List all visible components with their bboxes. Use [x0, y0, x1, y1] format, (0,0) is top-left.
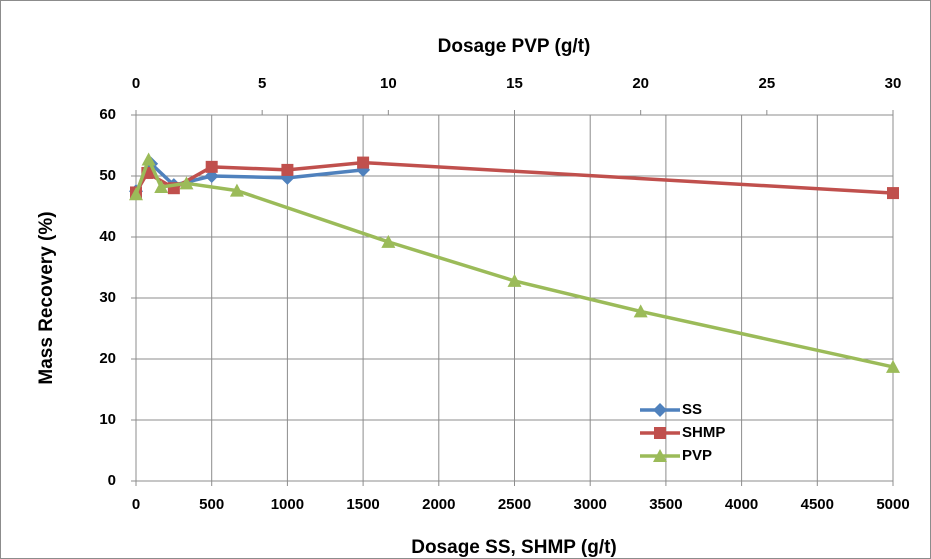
x2-axis-title: Dosage PVP (g/t) [438, 36, 591, 57]
x-tick-label: 1000 [271, 496, 304, 513]
x-tick-label: 2000 [422, 496, 455, 513]
x-tick-label: 3500 [649, 496, 682, 513]
legend-marker [653, 403, 667, 417]
data-point [179, 176, 194, 190]
data-point [886, 359, 900, 373]
legend-label: SS [682, 401, 702, 418]
data-point [129, 187, 143, 201]
legend-marker [653, 449, 667, 462]
x2-tick-label: 10 [380, 75, 397, 92]
data-point [205, 160, 218, 173]
data-point [357, 156, 370, 169]
data-point [381, 234, 396, 248]
x2-tick-label: 5 [258, 75, 266, 92]
y-tick-label: 40 [99, 228, 116, 245]
x2-tick-label: 25 [758, 75, 775, 92]
x-tick-label: 0 [132, 496, 140, 513]
x-axis-title: Dosage SS, SHMP (g/t) [411, 537, 617, 558]
y-axis-title: Mass Recovery (%) [36, 211, 57, 384]
y-tick-label: 10 [99, 411, 116, 428]
x-tick-label: 4000 [725, 496, 758, 513]
legend-label: SHMP [682, 424, 725, 441]
legend-marker [654, 427, 666, 439]
legend-label: PVP [682, 447, 712, 464]
y-tick-label: 20 [99, 350, 116, 367]
data-point [633, 304, 648, 318]
x-tick-label: 500 [199, 496, 224, 513]
x-tick-label: 2500 [498, 496, 531, 513]
data-point [887, 187, 899, 200]
x2-tick-label: 30 [885, 75, 902, 92]
x2-tick-label: 0 [132, 75, 140, 92]
x-tick-label: 4500 [801, 496, 834, 513]
data-point [154, 179, 169, 193]
y-tick-label: 50 [99, 167, 116, 184]
x-tick-label: 1500 [346, 496, 379, 513]
x-tick-label: 5000 [876, 496, 909, 513]
y-tick-label: 60 [99, 106, 116, 123]
x-tick-label: 3000 [574, 496, 607, 513]
data-point [229, 183, 244, 197]
data-point [507, 273, 522, 287]
x2-tick-label: 20 [632, 75, 649, 92]
y-tick-label: 0 [108, 472, 116, 489]
x2-tick-label: 15 [506, 75, 523, 92]
data-point [141, 152, 156, 166]
data-point [281, 163, 294, 176]
y-tick-label: 30 [99, 289, 116, 306]
